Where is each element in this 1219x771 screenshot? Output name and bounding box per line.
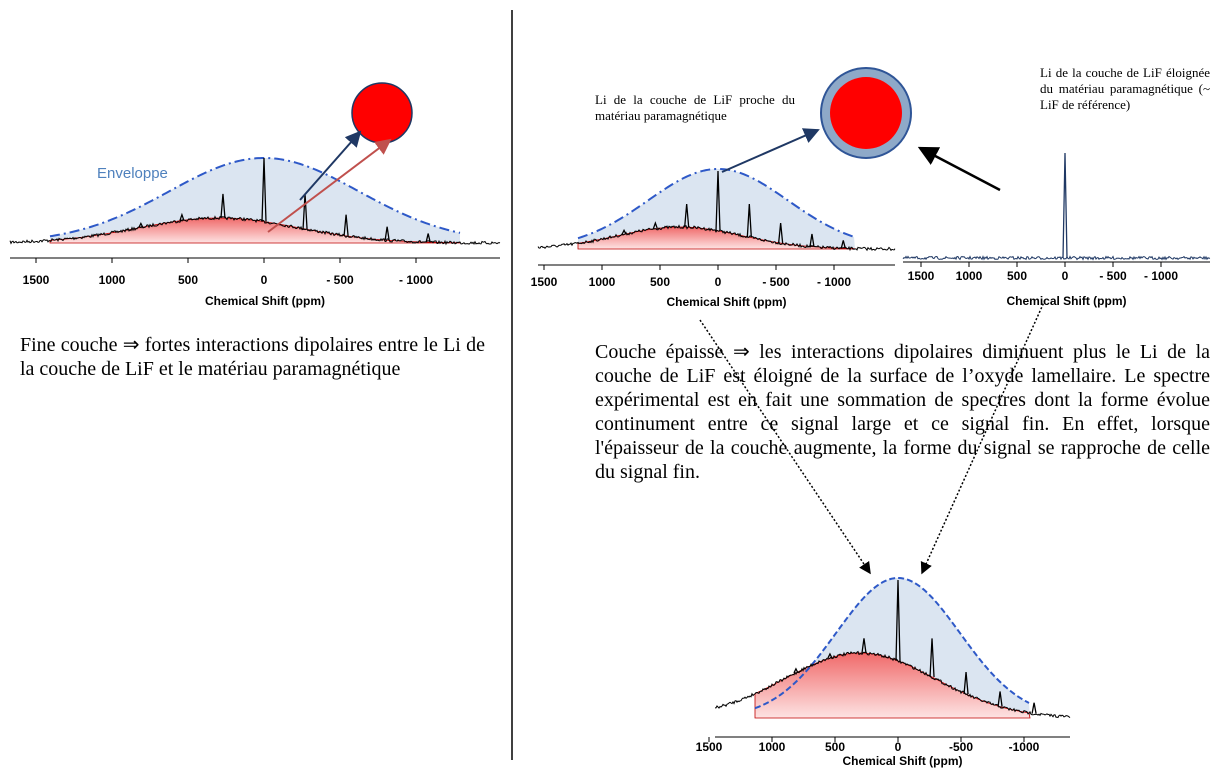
peak <box>840 240 846 249</box>
peak <box>715 170 721 231</box>
axis-title: Chemical Shift (ppm) <box>842 754 962 768</box>
annotation: Enveloppe <box>97 165 168 182</box>
particle-core <box>830 77 902 149</box>
axis-title: Chemical Shift (ppm) <box>666 295 786 309</box>
arrow <box>920 299 1046 575</box>
peak <box>179 212 185 221</box>
tick-label: 0 <box>895 740 902 754</box>
spectrum <box>902 255 1211 261</box>
envelope-fill <box>50 158 460 243</box>
spectrum <box>9 215 501 246</box>
tick-label: 1500 <box>531 275 558 289</box>
tick-label: -500 <box>949 740 973 754</box>
tick-label: 1500 <box>908 269 935 283</box>
tick-label: 1000 <box>589 275 616 289</box>
peak <box>809 233 815 247</box>
particle <box>351 82 413 144</box>
peak <box>425 233 431 243</box>
peak <box>777 222 784 244</box>
peak <box>652 221 658 229</box>
arrow <box>721 128 820 173</box>
tick-label: 1000 <box>759 740 786 754</box>
tick-label: - 500 <box>326 273 354 287</box>
peak <box>793 667 799 674</box>
tick-label: - 500 <box>1099 269 1127 283</box>
peak <box>895 579 901 661</box>
arrow <box>917 146 1001 192</box>
peak <box>621 228 627 235</box>
annotation: Li de la couche de LiF proche du matéria… <box>595 92 795 123</box>
peak <box>384 226 390 241</box>
caption: Fine couche ⇒ fortes interactions dipola… <box>20 334 485 380</box>
tick-label: - 500 <box>762 275 790 289</box>
axis-title: Chemical Shift (ppm) <box>1006 294 1126 308</box>
tick-label: - 1000 <box>399 273 433 287</box>
spectrum <box>715 650 1071 719</box>
tick-label: 500 <box>178 273 198 287</box>
tick-label: -1000 <box>1009 740 1040 754</box>
annotation: Li de la couche de LiF éloignée du matér… <box>1040 65 1210 112</box>
arrow <box>299 130 362 201</box>
peak <box>261 157 267 222</box>
peak <box>684 203 690 228</box>
tick-label: 500 <box>1007 269 1027 283</box>
peak <box>827 652 833 659</box>
tick-label: 1500 <box>23 273 50 287</box>
peak <box>343 214 349 236</box>
arrow <box>267 138 392 233</box>
peak <box>963 672 969 695</box>
peak <box>1062 152 1068 259</box>
axis-title: Chemical Shift (ppm) <box>205 294 325 308</box>
tick-label: 1500 <box>696 740 723 754</box>
tick-label: 500 <box>650 275 670 289</box>
spectrum <box>537 224 896 252</box>
caption: Couche épaisse ⇒ les interactions dipola… <box>595 341 1210 483</box>
peak <box>746 203 752 238</box>
tick-label: 500 <box>825 740 845 754</box>
peak <box>220 193 226 219</box>
peak <box>997 691 1003 707</box>
peak <box>1031 702 1037 714</box>
tick-label: - 1000 <box>817 275 851 289</box>
peak <box>929 638 935 678</box>
tick-label: 1000 <box>99 273 126 287</box>
tick-label: 0 <box>715 275 722 289</box>
envelope <box>577 167 855 240</box>
peak <box>861 638 867 654</box>
arrow <box>699 319 871 575</box>
tick-label: 0 <box>261 273 268 287</box>
envelope <box>49 156 461 238</box>
envelope <box>754 577 1030 710</box>
tick-label: - 1000 <box>1144 269 1178 283</box>
peak <box>138 222 144 228</box>
tick-label: 1000 <box>956 269 983 283</box>
tick-label: 0 <box>1062 269 1069 283</box>
